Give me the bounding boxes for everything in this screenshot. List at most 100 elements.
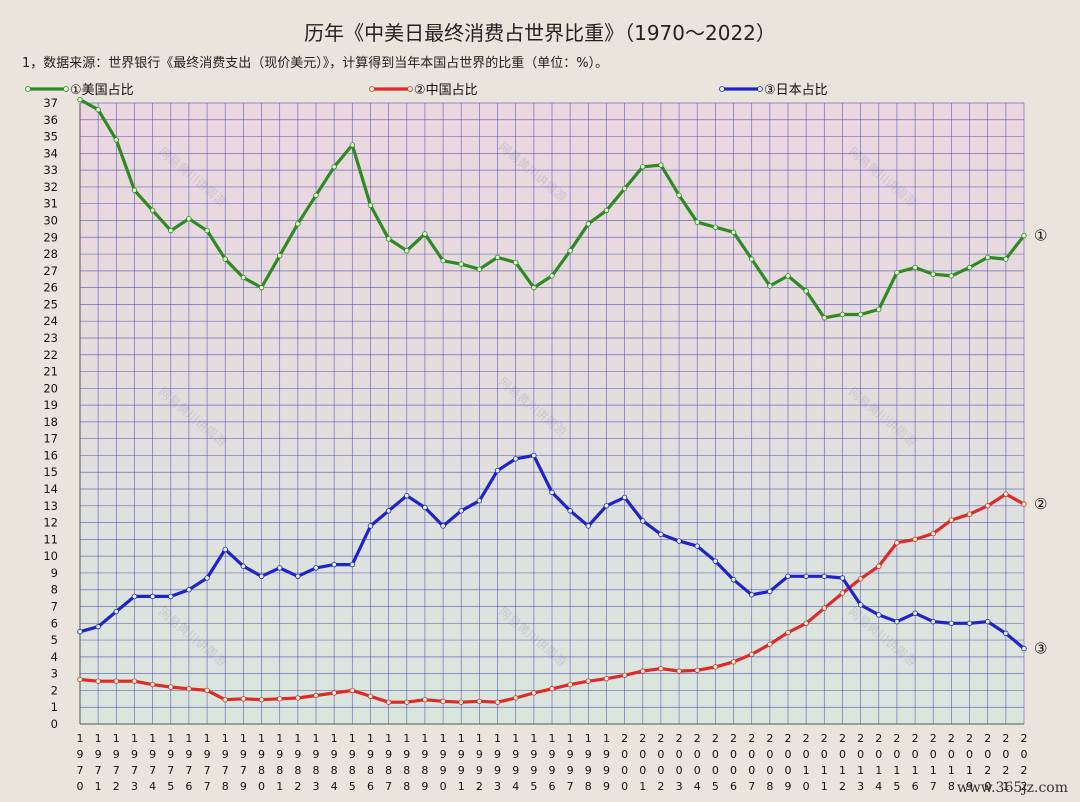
data-point [77,628,83,635]
y-tick-label: 23 [43,331,58,345]
data-point [821,315,828,321]
y-tick-label: 36 [43,113,58,127]
data-point [367,693,374,700]
y-tick-label: 34 [43,146,58,160]
data-point [567,508,573,514]
data-point [531,284,537,291]
legend-marker [369,86,375,92]
data-point [113,137,120,143]
data-point [531,690,537,696]
data-point [258,573,265,580]
data-point [494,254,501,261]
data-point [676,538,682,544]
data-point [785,629,791,636]
data-point [258,284,265,291]
data-point [476,498,483,504]
y-tick-label: 33 [43,163,58,177]
y-tick-label: 20 [43,381,58,395]
legend-item-1: ①美国占比 [25,83,134,98]
data-point [640,518,646,524]
data-point [549,489,555,496]
data-point [676,668,682,674]
data-point [857,311,864,318]
data-point [404,699,410,705]
data-point [585,221,592,227]
data-point [694,543,700,549]
data-point [512,456,519,462]
data-point [785,573,791,580]
y-tick-label: 5 [51,633,58,647]
data-point [912,536,918,543]
chart-title: 历年《中美日最终消费占世界比重》（1970～2022） [304,21,776,45]
series-end-label-3: ③ [1034,639,1047,657]
y-tick-label: 26 [43,281,58,295]
data-point [222,256,228,262]
data-point [458,699,464,705]
data-point [857,602,864,608]
data-point [1003,630,1009,637]
data-point [603,675,610,682]
data-point [204,227,210,234]
data-point [1021,501,1027,507]
data-point [349,561,356,568]
data-point [876,563,882,569]
y-tick-label: 27 [43,264,58,278]
data-point [730,229,737,235]
y-tick-label: 8 [51,583,58,597]
legend-label: ③日本占比 [764,83,828,98]
data-point [930,530,936,537]
data-point [821,573,828,580]
data-point [131,678,138,684]
data-point [803,288,809,294]
data-point [621,185,628,192]
data-point [422,231,428,237]
data-point [404,247,410,254]
data-point [295,573,301,580]
data-point [458,261,464,267]
data-point [1003,491,1009,497]
y-tick-label: 13 [43,499,58,513]
data-point [930,271,936,277]
y-tick-label: 7 [51,600,58,614]
data-point [240,563,247,569]
data-point [712,664,719,670]
data-point [149,681,156,688]
data-point [567,681,573,688]
y-tick-label: 4 [51,650,58,664]
data-point [876,612,882,618]
y-tick-label: 19 [43,398,58,412]
y-tick-label: 6 [51,616,58,630]
data-point [621,672,628,679]
series-end-label-1: ① [1034,227,1047,245]
data-point [839,311,846,318]
data-point [385,508,392,514]
data-point [821,605,828,611]
data-point [966,620,973,626]
data-point [676,192,682,199]
y-tick-label: 37 [43,96,58,110]
data-point [1021,232,1027,239]
data-point [476,698,483,705]
data-point [222,696,228,703]
data-point [331,561,337,568]
data-point [440,258,446,264]
